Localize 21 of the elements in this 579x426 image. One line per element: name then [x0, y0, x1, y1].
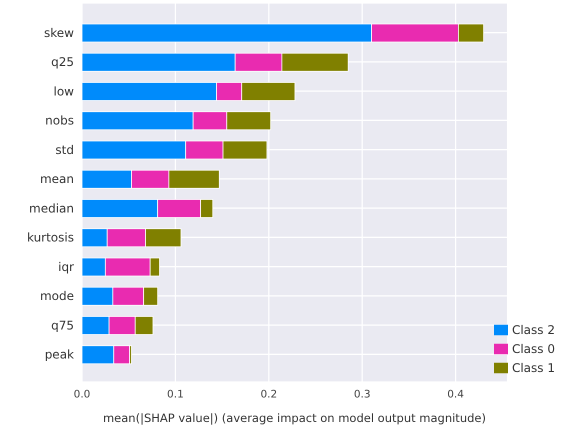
x-axis-title: mean(|SHAP value|) (average impact on model output magnitude): [102, 411, 486, 425]
x-tick-label: 0.0: [74, 388, 90, 400]
x-tick-label: 0.3: [354, 388, 371, 400]
y-tick-label: nobs: [45, 114, 74, 128]
y-tick-label: iqr: [58, 260, 74, 274]
y-tick-label: peak: [44, 348, 74, 362]
y-tick-label: skew: [44, 26, 74, 40]
y-tick-label: std: [55, 142, 74, 157]
x-tick-label: 0.2: [260, 388, 278, 400]
y-tick-label: q75: [51, 318, 74, 332]
y-tick-label: kurtosis: [26, 230, 74, 245]
legend-label: Class 0: [512, 342, 555, 356]
legend-label: Class 1: [512, 361, 555, 375]
x-tick-label: 0.4: [447, 388, 464, 400]
y-tick-label: mean: [40, 172, 74, 186]
y-tick-label: q25: [51, 55, 74, 70]
x-tick-label: 0.1: [167, 388, 184, 400]
y-tick-label: median: [29, 201, 74, 216]
legend-label: Class 2: [512, 323, 555, 337]
y-tick-label: mode: [40, 289, 74, 304]
y-tick-label: low: [54, 84, 74, 98]
